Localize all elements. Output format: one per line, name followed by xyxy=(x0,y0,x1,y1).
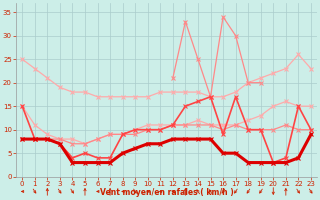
X-axis label: Vent moyen/en rafales ( km/h ): Vent moyen/en rafales ( km/h ) xyxy=(100,188,234,197)
